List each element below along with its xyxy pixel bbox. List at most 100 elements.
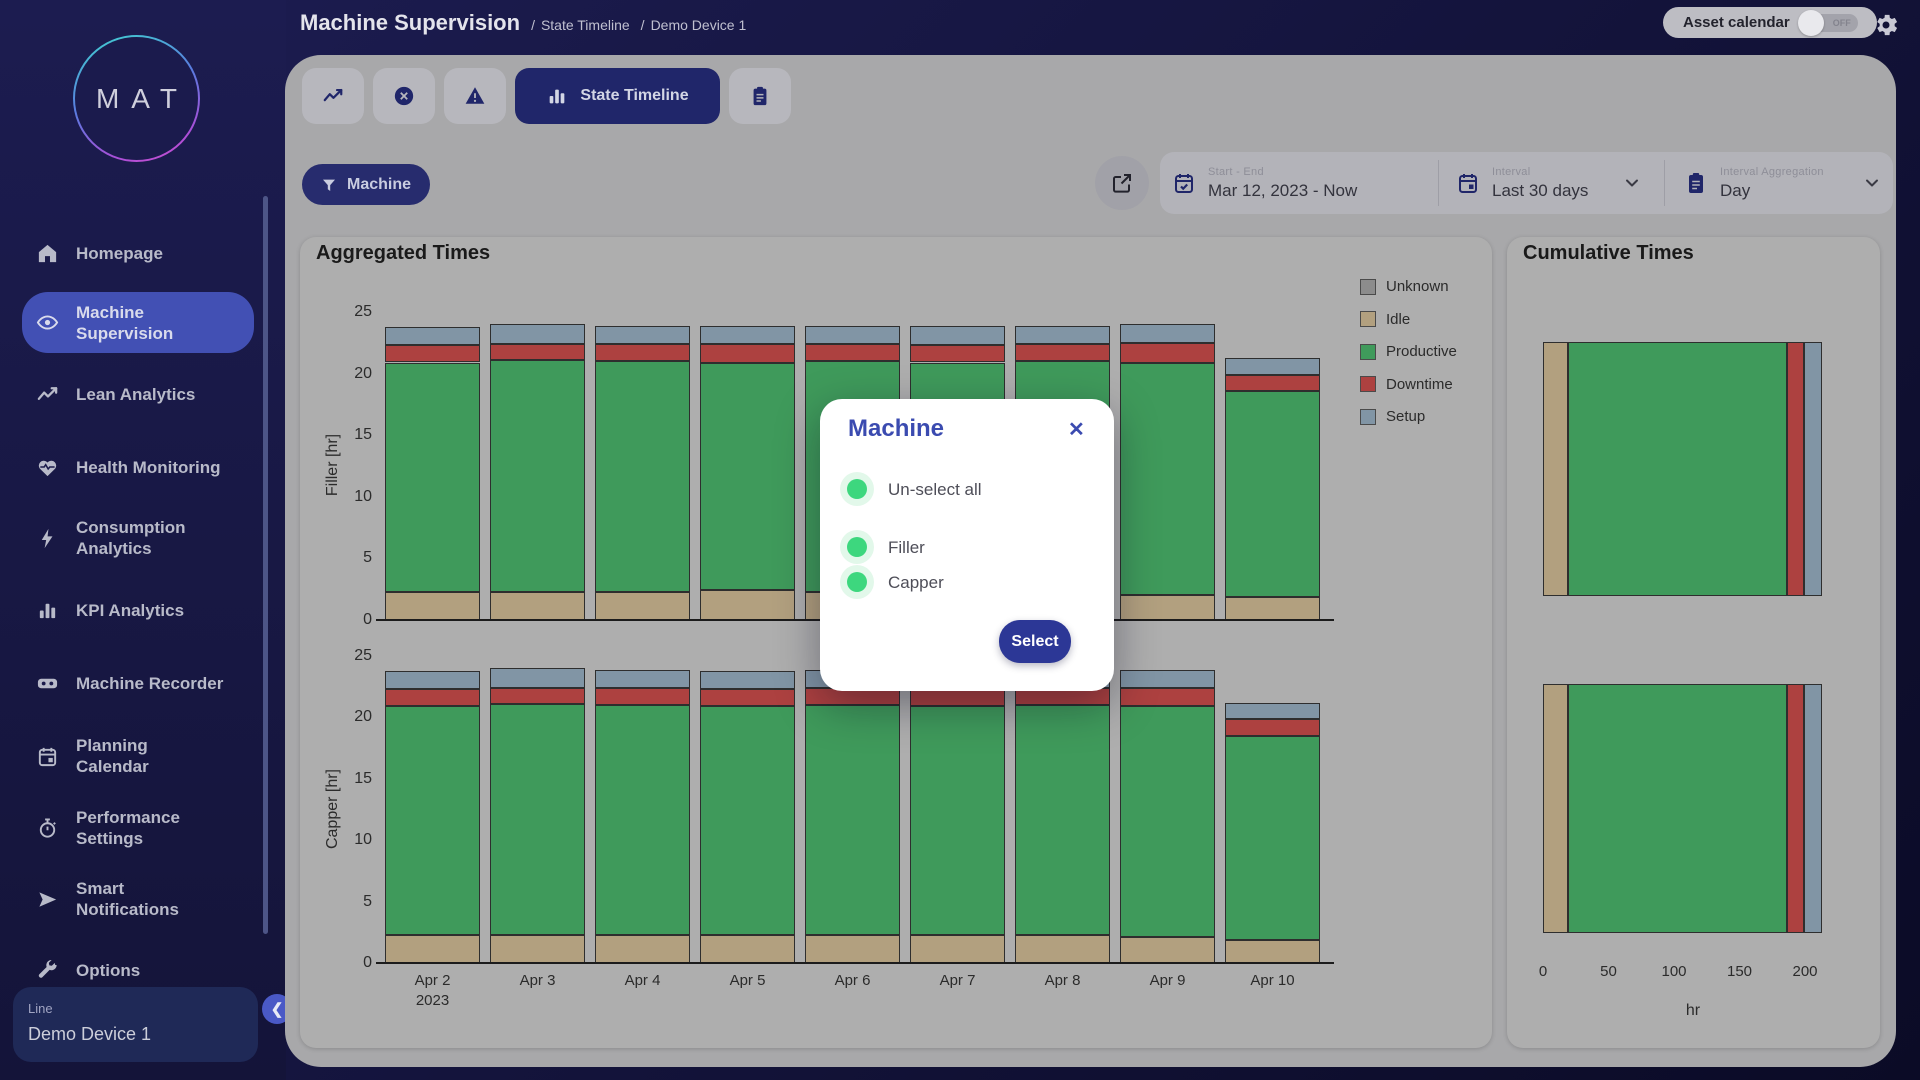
select-button[interactable]: Select	[999, 620, 1071, 663]
legend-swatch	[1360, 343, 1376, 360]
heart-pulse-icon	[36, 456, 59, 479]
bar-segment-setup	[490, 668, 585, 688]
sidebar: MAT Homepage Machine Supervision Lean Anal…	[0, 0, 292, 1080]
tab-state-timeline[interactable]: State Timeline	[515, 68, 720, 124]
radio-label: Capper	[888, 573, 944, 592]
settings-gear-icon[interactable]	[1872, 11, 1900, 39]
tab-warning[interactable]	[444, 68, 506, 124]
bar-segment-setup	[1120, 669, 1215, 688]
radio-option-capper[interactable]	[840, 565, 874, 599]
legend-item-idle[interactable]: Idle	[1360, 311, 1410, 328]
bar-segment-setup	[1225, 357, 1320, 375]
bar-segment-productive	[1225, 390, 1320, 597]
y-tick: 5	[363, 892, 372, 910]
close-icon[interactable]: ✕	[1068, 419, 1085, 441]
sidebar-item-label: Homepage	[76, 243, 163, 263]
tab-x-circle[interactable]	[373, 68, 435, 124]
stopwatch-icon	[36, 817, 59, 840]
toggle-knob[interactable]	[1797, 9, 1824, 36]
bar-segment-productive	[1015, 705, 1110, 935]
bar-segment-downtime	[1225, 374, 1320, 391]
y-axis-label: Capper [hr]	[324, 768, 341, 850]
bar-segment-productive	[1120, 362, 1215, 596]
radio-dot	[847, 537, 867, 557]
aggregation-control[interactable]: Interval Aggregation Day	[1684, 152, 1882, 214]
divider	[1438, 160, 1439, 206]
sidebar-item-planning-calendar[interactable]: Planning Calendar	[22, 726, 254, 786]
device-card[interactable]	[13, 987, 258, 1062]
legend-item-downtime[interactable]: Downtime	[1360, 376, 1453, 393]
legend-label: Downtime	[1386, 375, 1453, 393]
breadcrumb-item[interactable]: / State Timeline	[531, 17, 630, 33]
bar-segment-idle	[385, 934, 480, 963]
bar-segment-productive	[700, 706, 795, 935]
start-end-control[interactable]: Start - End Mar 12, 2023 - Now	[1172, 152, 1357, 214]
clipboard-icon	[749, 85, 771, 107]
sidebar-item-health-monitoring[interactable]: Health Monitoring	[22, 445, 254, 489]
interval-label: Interval	[1492, 165, 1531, 178]
legend-item-setup[interactable]: Setup	[1360, 408, 1425, 425]
legend-item-productive[interactable]: Productive	[1360, 343, 1457, 360]
sidebar-item-options[interactable]: Options	[22, 948, 254, 992]
legend-item-unknown[interactable]: Unknown	[1360, 278, 1449, 295]
x-tick-label: Apr 6	[834, 972, 871, 989]
chevron-down-icon	[1862, 173, 1882, 193]
y-tick: 15	[354, 426, 372, 444]
sidebar-item-kpi-analytics[interactable]: KPI Analytics	[22, 588, 254, 632]
sidebar-item-label: Smart Notifications	[76, 879, 179, 919]
sidebar-item-lean-analytics[interactable]: Lean Analytics	[22, 372, 254, 416]
sidebar-item-label: Planning Calendar	[76, 736, 149, 776]
sidebar-item-machine-recorder[interactable]: Machine Recorder	[22, 661, 254, 705]
cumulative-segment-downtime	[1786, 342, 1804, 596]
trend-icon	[322, 85, 344, 107]
sidebar-item-label: Machine Recorder	[76, 673, 224, 693]
export-button[interactable]	[1095, 156, 1149, 210]
bar-segment-productive	[595, 361, 690, 592]
breadcrumb-item[interactable]: / Demo Device 1	[640, 17, 747, 33]
cumulative-x-tick: 200	[1792, 963, 1818, 980]
legend-swatch	[1360, 408, 1376, 425]
sidebar-item-performance-settings[interactable]: Performance Settings	[22, 798, 254, 858]
bar-segment-downtime	[700, 344, 795, 363]
radio-option-filler[interactable]	[840, 530, 874, 564]
tab-clipboard[interactable]	[729, 68, 791, 124]
recorder-icon	[36, 672, 59, 695]
asset-calendar-toggle[interactable]: Asset calendar OFF	[1663, 7, 1877, 38]
sidebar-item-consumption-analytics[interactable]: Consumption Analytics	[22, 508, 254, 568]
radio-option-un-select-all[interactable]	[840, 472, 874, 506]
bar-segment-setup	[595, 669, 690, 688]
y-axis-label: Filler [hr]	[324, 433, 341, 497]
cumulative-times-title: Cumulative Times	[1523, 242, 1694, 264]
interval-control[interactable]: Interval Last 30 days	[1456, 152, 1642, 214]
y-tick: 10	[354, 831, 372, 849]
cumulative-segment-idle	[1543, 342, 1568, 596]
bar-segment-downtime	[910, 345, 1005, 363]
interval-value: Last 30 days	[1492, 180, 1589, 200]
bar-segment-setup	[910, 325, 1005, 346]
sidebar-item-homepage[interactable]: Homepage	[22, 231, 254, 275]
bar-segment-idle	[1225, 939, 1320, 963]
wrench-icon	[36, 959, 59, 982]
bar-segment-downtime	[1225, 718, 1320, 736]
legend-swatch	[1360, 278, 1376, 295]
sidebar-item-machine-supervision[interactable]: Machine Supervision	[22, 292, 254, 353]
device-card-label: Line	[28, 1001, 53, 1016]
machine-filter-button[interactable]: Machine	[302, 164, 430, 205]
x-tick-label: Apr 5	[729, 972, 766, 989]
toggle-track[interactable]: OFF	[1797, 9, 1858, 36]
sidebar-item-smart-notifications[interactable]: Smart Notifications	[22, 869, 254, 929]
radio-label: Filler	[888, 538, 925, 557]
sidebar-item-label: Options	[76, 960, 141, 980]
bar-segment-idle	[1015, 934, 1110, 963]
bar-segment-downtime	[595, 687, 690, 706]
legend-label: Setup	[1386, 408, 1426, 425]
sidebar-scrollbar[interactable]	[263, 196, 268, 934]
x-tick-label: Apr 8	[1044, 972, 1081, 989]
sidebar-item-label: Health Monitoring	[76, 457, 221, 477]
x-tick-label: Apr 3	[519, 972, 556, 989]
bar-segment-downtime	[805, 344, 900, 362]
calendar-check-icon	[1172, 171, 1196, 195]
tab-trend[interactable]	[302, 68, 364, 124]
trend-icon	[36, 383, 59, 406]
